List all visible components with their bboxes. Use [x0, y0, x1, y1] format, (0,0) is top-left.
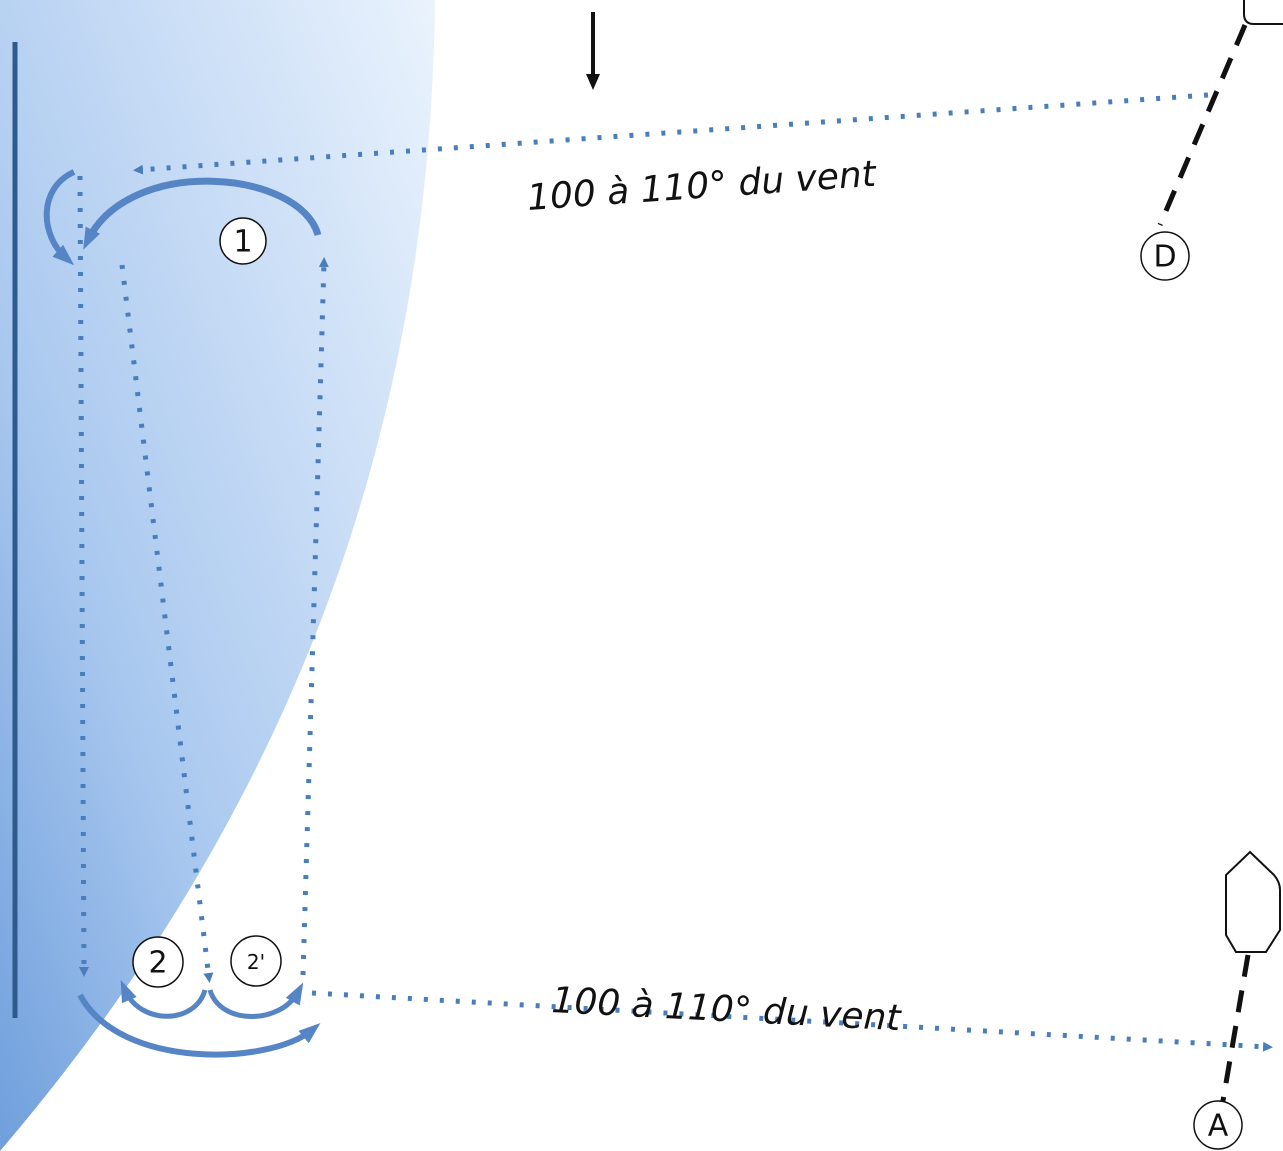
- top-heading-label: 100 à 110° du vent: [526, 154, 879, 219]
- marker-1: 1: [219, 217, 267, 265]
- marker-start: D: [1140, 231, 1190, 281]
- marker-2prime: 2': [230, 935, 282, 987]
- marker-finish: A: [1193, 1100, 1243, 1150]
- turn-arrow-small-left: [43, 169, 76, 266]
- finish-line: [1217, 954, 1251, 1119]
- shaded-zone: [0, 0, 435, 1151]
- turn-arrow-2prime: [207, 982, 304, 1019]
- start-boat-icon: [1243, 0, 1283, 25]
- top-heading-track: [133, 92, 1209, 175]
- turn-arrow-bottom-wide: [77, 993, 321, 1058]
- svg-text:A: A: [1208, 1109, 1229, 1144]
- svg-text:1: 1: [233, 225, 252, 260]
- svg-text:2': 2': [247, 950, 265, 974]
- track-right-up: [300, 257, 329, 976]
- finish-boat-icon: [1225, 850, 1281, 953]
- turn-arrow-2: [120, 979, 208, 1019]
- svg-text:D: D: [1153, 240, 1176, 275]
- bottom-heading-label: 100 à 110° du vent: [551, 980, 904, 1039]
- marker-2: 2: [132, 936, 184, 988]
- svg-text:2: 2: [148, 946, 167, 981]
- start-line: [1157, 24, 1248, 226]
- turn-arrow-top: [83, 177, 322, 250]
